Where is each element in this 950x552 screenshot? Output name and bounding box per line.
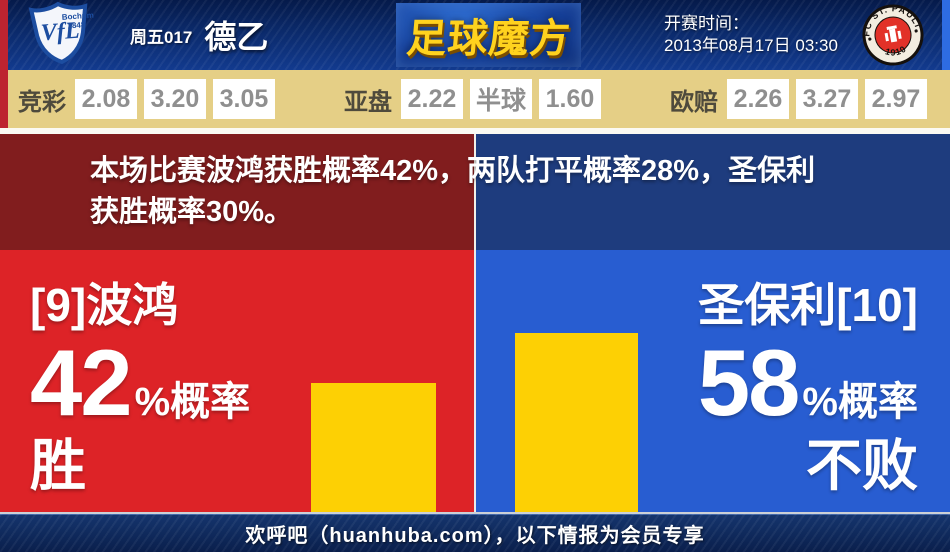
footer-top-line <box>0 512 950 514</box>
header: VfL Bochum 1848 周五017 德乙 足球魔方 开赛时间： 2013… <box>0 0 950 70</box>
separator-line <box>0 128 950 134</box>
odds-bar: 竞彩 2.08 3.20 3.05 亚盘 2.22 半球 1.60 欧赔 2.2… <box>0 70 950 128</box>
right-edge-accent <box>942 0 950 70</box>
crest-monogram: VfL <box>40 18 80 47</box>
summary-line: 获胜概率30%。 <box>90 196 294 228</box>
home-team-name: [9]波鸿 <box>30 279 179 331</box>
home-win-percent: 42 %概率 <box>30 336 474 430</box>
odds-label-yapan: 亚盘 <box>344 88 392 116</box>
vfl-bochum-crest-icon: VfL Bochum 1848 <box>28 1 95 65</box>
footer-text: 欢呼吧（huanhuba.com），以下情报为会员专享 <box>245 524 705 547</box>
summary-blue-background <box>476 134 950 250</box>
away-team-logo: FC ST. PAULI 1910 <box>857 0 926 72</box>
home-percent-value: 42 <box>30 330 133 435</box>
away-panel: 圣保利[10] 58 %概率 不败 <box>476 250 950 514</box>
odds-value-box: 3.27 <box>796 79 858 119</box>
odds-value-box: 2.08 <box>75 79 137 119</box>
odds-value-box: 2.26 <box>727 79 789 119</box>
away-team-name: 圣保利[10] <box>698 279 918 331</box>
summary-red-background <box>0 134 474 250</box>
summary-divider <box>474 134 476 250</box>
away-percent-value: 58 <box>697 330 801 435</box>
odds-label-oupei: 欧赔 <box>670 88 718 116</box>
odds-value-box: 3.05 <box>213 79 275 119</box>
away-win-percent: 58 %概率 <box>476 336 918 430</box>
kickoff-label: 开赛时间： <box>664 14 749 33</box>
summary-text: 本场比赛波鸿获胜概率42%，两队打平概率28%，圣保利 获胜概率30%。 <box>0 151 950 233</box>
crest-city: Bochum <box>62 11 95 22</box>
home-percent-suffix: %概率 <box>134 380 251 424</box>
odds-group-jingcai: 竞彩 2.08 3.20 3.05 <box>18 79 275 119</box>
site-brand: 足球魔方 <box>396 3 581 67</box>
odds-value-box: 3.20 <box>144 79 206 119</box>
crest-castle-emblem <box>884 25 902 43</box>
odds-group-oupei: 欧赔 2.26 3.27 2.97 <box>670 79 927 119</box>
probability-panels: [9]波鸿 42 %概率 胜 圣保利[10] 58 %概率 不败 <box>0 250 950 514</box>
home-panel: [9]波鸿 42 %概率 胜 <box>0 250 474 514</box>
away-outcome: 不败 <box>806 434 918 497</box>
match-info: 周五017 德乙 <box>130 0 268 70</box>
footer: 欢呼吧（huanhuba.com），以下情报为会员专享 <box>0 514 950 552</box>
probability-summary-banner: 本场比赛波鸿获胜概率42%，两队打平概率28%，圣保利 获胜概率30%。 <box>0 134 950 250</box>
away-percent-suffix: %概率 <box>802 380 918 424</box>
crest-year: 1848 <box>67 20 86 30</box>
home-probability-bar <box>311 383 436 514</box>
odds-value-box: 1.60 <box>539 79 601 119</box>
odds-value-box: 2.22 <box>401 79 463 119</box>
odds-group-yapan: 亚盘 2.22 半球 1.60 <box>344 79 601 119</box>
odds-value-box: 半球 <box>470 79 532 119</box>
site-brand-text: 足球魔方 <box>404 17 573 61</box>
st-pauli-crest-icon: FC ST. PAULI 1910 <box>857 0 924 66</box>
home-team-logo: VfL Bochum 1848 <box>21 1 99 72</box>
summary-line: 本场比赛波鸿获胜概率42%，两队打平概率28%，圣保利 <box>90 155 816 187</box>
match-number: 周五017 <box>130 27 193 47</box>
away-probability-bar <box>515 333 638 514</box>
kickoff-time: 2013年08月17日 03:30 <box>664 36 838 55</box>
panel-divider <box>474 250 476 514</box>
odds-value-box: 2.97 <box>865 79 927 119</box>
odds-label-jingcai: 竞彩 <box>18 88 66 116</box>
left-edge-accent <box>0 0 8 128</box>
league-name: 德乙 <box>204 19 269 55</box>
home-outcome: 胜 <box>30 434 86 497</box>
kickoff-info: 开赛时间： 2013年08月17日 03:30 <box>664 13 838 57</box>
